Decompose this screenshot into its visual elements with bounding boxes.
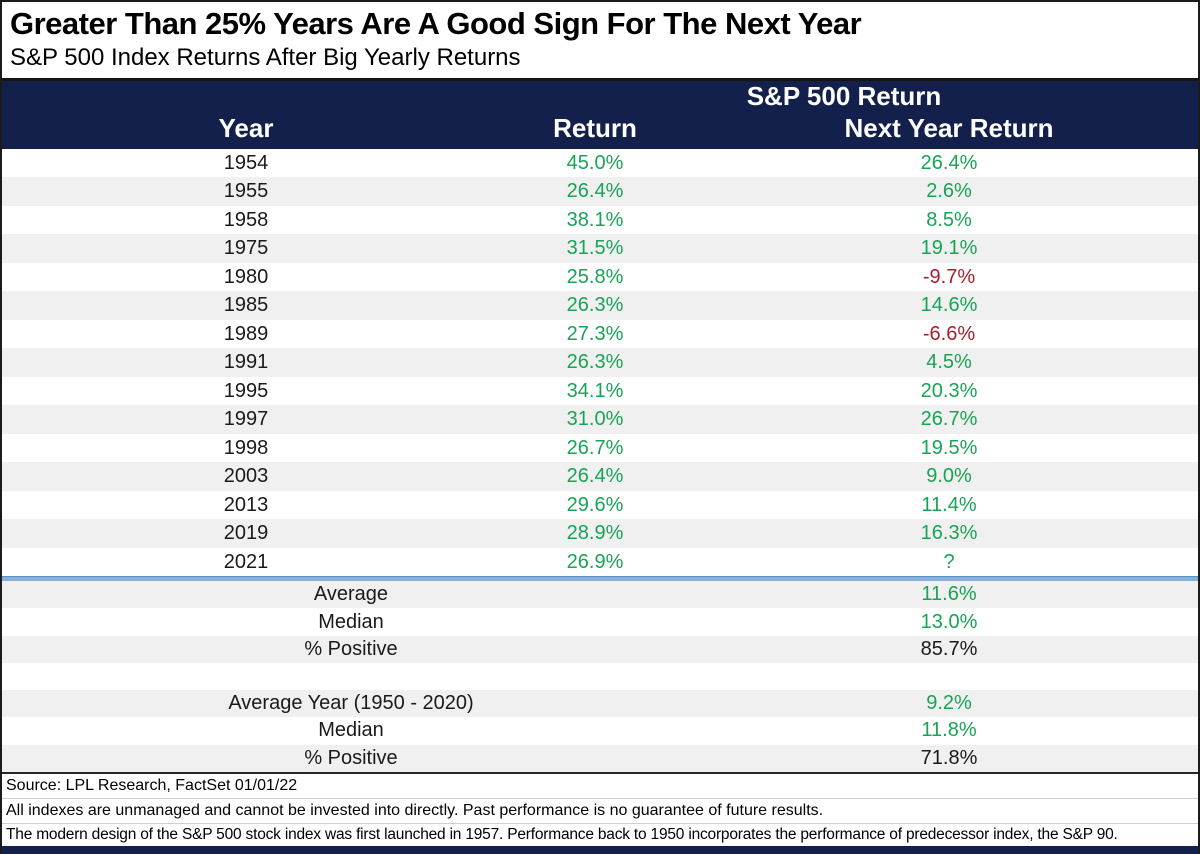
table-row: 1955 26.4% 2.6% <box>2 177 1198 206</box>
source-line: Source: LPL Research, FactSet 01/01/22 <box>6 776 298 794</box>
table-row: 1980 25.8% -9.7% <box>2 262 1198 292</box>
year-cell: 1985 <box>223 294 269 317</box>
return-cell: 26.9% <box>566 550 624 573</box>
return-cell: 34.1% <box>566 379 624 402</box>
summary-value: 11.8% <box>921 719 977 742</box>
year-cell: 1980 <box>223 265 269 288</box>
next-year-return-cell: ? <box>943 550 955 573</box>
summary-row-pct-positive: % Positive 85.7% <box>2 635 1198 664</box>
return-cell: 38.1% <box>566 208 624 231</box>
return-cell: 26.4% <box>566 465 624 488</box>
group-header-sp500-return: S&P 500 Return <box>746 81 942 112</box>
table-row: 2019 28.9% 16.3% <box>2 519 1198 548</box>
summary-row-pct-positive-2: % Positive 71.8% <box>2 744 1198 772</box>
summary-label: Average <box>313 583 389 606</box>
next-year-return-cell: 8.5% <box>926 208 972 231</box>
return-cell: 26.7% <box>566 436 624 459</box>
return-cell: 31.0% <box>566 408 624 431</box>
year-cell: 2003 <box>223 465 269 488</box>
table-header: S&P 500 Return Year Return Next Year Ret… <box>2 80 1198 149</box>
page-subtitle: S&P 500 Index Returns After Big Yearly R… <box>10 43 521 71</box>
next-year-return-cell: 2.6% <box>926 180 972 203</box>
year-cell: 2019 <box>223 522 269 545</box>
next-year-return-cell: 19.1% <box>920 237 978 260</box>
next-year-return-cell: 11.4% <box>921 493 977 516</box>
spacer-row <box>2 663 1198 690</box>
summary-value: 11.6% <box>921 583 977 606</box>
column-header-return: Return <box>553 113 637 144</box>
return-cell: 45.0% <box>566 151 624 174</box>
disclaimer-line-2: The modern design of the S&P 500 stock i… <box>2 822 1198 845</box>
next-year-return-cell: -9.7% <box>922 265 976 288</box>
summary-label: % Positive <box>304 637 398 660</box>
summary-label: Median <box>318 719 384 742</box>
return-cell: 27.3% <box>566 322 624 345</box>
summary-value: 9.2% <box>926 692 972 715</box>
table-row: 1997 31.0% 26.7% <box>2 405 1198 434</box>
year-cell: 1989 <box>223 322 269 345</box>
summary-row-median: Median 13.0% <box>2 608 1198 636</box>
table-row: 1998 26.7% 19.5% <box>2 433 1198 463</box>
summary-value: 85.7% <box>920 637 978 660</box>
summary-row-median-2: Median 11.8% <box>2 717 1198 745</box>
year-cell: 2021 <box>223 550 269 573</box>
year-cell: 1998 <box>223 436 269 459</box>
summary-row-average-year: Average Year (1950 - 2020) 9.2% <box>2 689 1198 718</box>
table-body: 1954 45.0% 26.4% 1955 26.4% 2.6% 1958 38… <box>2 148 1198 577</box>
next-year-return-cell: 19.5% <box>920 436 978 459</box>
return-cell: 29.6% <box>566 493 624 516</box>
table-header-columns-row: Year Return Next Year Return <box>2 113 1198 145</box>
year-cell: 1955 <box>223 180 269 203</box>
table-row: 1989 27.3% -6.6% <box>2 319 1198 349</box>
year-cell: 1975 <box>223 237 269 260</box>
table-row: 1954 45.0% 26.4% <box>2 148 1198 178</box>
next-year-return-cell: -6.6% <box>922 322 976 345</box>
year-cell: 1995 <box>223 379 269 402</box>
next-year-return-cell: 4.5% <box>926 351 972 374</box>
title-block: Greater Than 25% Years Are A Good Sign F… <box>2 2 1198 81</box>
next-year-return-cell: 16.3% <box>920 522 978 545</box>
return-cell: 26.3% <box>566 351 624 374</box>
year-cell: 1997 <box>223 408 269 431</box>
table-row: 1991 26.3% 4.5% <box>2 348 1198 377</box>
year-cell: 1958 <box>223 208 269 231</box>
summary-label: Average Year (1950 - 2020) <box>228 692 474 715</box>
return-cell: 26.3% <box>566 294 624 317</box>
summary-row-average: Average 11.6% <box>2 581 1198 609</box>
summary-value: 13.0% <box>920 610 978 633</box>
column-header-year: Year <box>218 113 274 144</box>
next-year-return-cell: 20.3% <box>920 379 978 402</box>
column-header-next-year-return: Next Year Return <box>844 113 1054 144</box>
return-cell: 28.9% <box>566 522 624 545</box>
bottom-navy-bar <box>2 846 1198 854</box>
summary-value: 71.8% <box>920 746 978 769</box>
table-row: 1975 31.5% 19.1% <box>2 234 1198 263</box>
return-cell: 31.5% <box>566 237 624 260</box>
next-year-return-cell: 26.7% <box>920 408 978 431</box>
table-row: 2021 26.9% ? <box>2 547 1198 577</box>
blue-divider <box>2 576 1198 582</box>
year-cell: 1991 <box>223 351 269 374</box>
return-cell: 26.4% <box>566 180 624 203</box>
page-title: Greater Than 25% Years Are A Good Sign F… <box>10 6 862 41</box>
table-header-group-row: S&P 500 Return <box>2 81 1198 113</box>
table-row: 2003 26.4% 9.0% <box>2 462 1198 491</box>
year-cell: 1954 <box>223 151 269 174</box>
footer: Source: LPL Research, FactSet 01/01/22 A… <box>2 771 1198 845</box>
table-row: 1995 34.1% 20.3% <box>2 376 1198 406</box>
table-row: 1985 26.3% 14.6% <box>2 291 1198 320</box>
table-row: 2013 29.6% 11.4% <box>2 490 1198 520</box>
next-year-return-cell: 9.0% <box>926 465 972 488</box>
summary-label: % Positive <box>304 746 398 769</box>
table-row: 1958 38.1% 8.5% <box>2 205 1198 235</box>
next-year-return-cell: 26.4% <box>920 151 978 174</box>
next-year-return-cell: 14.6% <box>920 294 978 317</box>
year-cell: 2013 <box>223 493 269 516</box>
summary-label: Median <box>318 610 384 633</box>
disclaimer-line-1: All indexes are unmanaged and cannot be … <box>2 797 1198 823</box>
return-cell: 25.8% <box>566 265 624 288</box>
